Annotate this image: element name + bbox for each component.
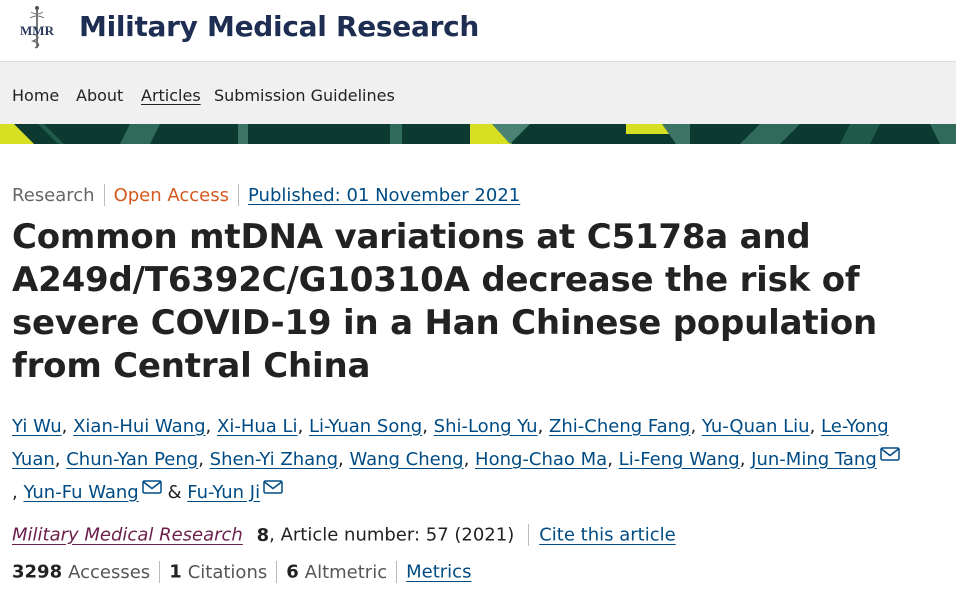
author-separator: , xyxy=(198,449,210,470)
nav-home[interactable]: Home xyxy=(12,86,60,105)
open-access-badge: Open Access xyxy=(113,184,229,206)
volume-number: 8 xyxy=(256,524,270,546)
accesses-label: Accesses xyxy=(68,561,151,583)
metrics-line: 3298 Accesses 1 Citations 6 Altmetric Metrics xyxy=(12,561,471,583)
author-link[interactable]: Chun-Yan Peng xyxy=(66,449,199,470)
author-link[interactable]: Li-Yuan Song xyxy=(309,416,423,437)
altmetric-label: Altmetric xyxy=(304,561,388,583)
article-type: Research xyxy=(12,184,95,206)
author-separator: , xyxy=(205,416,217,437)
article-title: Common mtDNA variations at C5178a and A2… xyxy=(12,217,878,386)
logo-text: MMR xyxy=(20,23,55,38)
author-link[interactable]: Wang Cheng xyxy=(349,449,464,470)
author-list: Yi Wu, Xian-Hui Wang, Xi-Hua Li, Li-Yuan… xyxy=(12,410,932,509)
author-link[interactable]: Yi Wu xyxy=(12,416,62,437)
nav-submission-guidelines[interactable]: Submission Guidelines xyxy=(214,86,395,105)
author-separator: , xyxy=(297,416,310,437)
author-separator: , xyxy=(690,416,702,437)
author-link[interactable]: Yun-Fu Wang xyxy=(23,482,139,503)
published-date-link[interactable]: Published: 01 November 2021 xyxy=(248,184,521,206)
journal-link[interactable]: Military Medical Research xyxy=(12,524,243,546)
author-link[interactable]: Xian-Hui Wang xyxy=(73,416,206,437)
author-link[interactable]: Zhi-Cheng Fang xyxy=(549,416,691,437)
article-meta: Research Open Access Published: 01 Novembe… xyxy=(12,184,520,206)
article-number-text: , Article number: 57 (2021) xyxy=(269,524,515,546)
author-separator: & xyxy=(161,482,188,503)
citation-line: Military Medical Research 8, Article num… xyxy=(12,524,676,546)
site-title[interactable]: Military Medical Research xyxy=(79,10,480,43)
nav-about[interactable]: About xyxy=(76,86,124,105)
divider xyxy=(528,524,530,546)
author-separator: , xyxy=(54,449,67,470)
accesses-count: 3298 xyxy=(12,561,63,583)
envelope-icon[interactable] xyxy=(880,447,900,461)
decorative-banner xyxy=(0,124,956,144)
author-link[interactable]: Jun-Ming Tang xyxy=(751,449,877,470)
author-separator: , xyxy=(338,449,350,470)
author-link[interactable]: Li-Feng Wang xyxy=(618,449,740,470)
author-separator: , xyxy=(12,482,24,503)
divider xyxy=(396,561,398,583)
author-link[interactable]: Hong-Chao Ma xyxy=(475,449,608,470)
author-separator: , xyxy=(607,449,619,470)
caduceus-logo-icon: MMR xyxy=(20,6,55,49)
site-header: MMR Military Medical Research xyxy=(0,0,956,62)
envelope-icon[interactable] xyxy=(141,480,162,494)
citations-label: Citations xyxy=(187,561,268,583)
author-link[interactable]: Fu-Yun Ji xyxy=(187,482,261,503)
pattern-graphic xyxy=(0,124,956,144)
author-separator: , xyxy=(463,449,476,470)
author-separator: , xyxy=(739,449,752,470)
citations-count: 1 xyxy=(169,561,182,583)
author-link[interactable]: Le-Yong Yuan xyxy=(12,416,889,470)
divider xyxy=(103,184,105,206)
main-nav: Home About Articles Submission Guideline… xyxy=(0,62,956,124)
author-separator: , xyxy=(537,416,550,437)
cite-this-article-link[interactable]: Cite this article xyxy=(539,524,676,546)
author-separator: , xyxy=(422,416,434,437)
nav-articles[interactable]: Articles xyxy=(141,86,201,105)
mmr-logo[interactable]: MMR xyxy=(12,4,62,50)
author-separator: , xyxy=(61,416,74,437)
author-link[interactable]: Xi-Hua Li xyxy=(217,416,298,437)
metrics-link[interactable]: Metrics xyxy=(406,561,472,583)
author-separator: , xyxy=(809,416,822,437)
author-link[interactable]: Shen-Yi Zhang xyxy=(209,449,338,470)
divider xyxy=(238,184,239,206)
envelope-icon[interactable] xyxy=(263,480,283,494)
divider xyxy=(159,561,161,583)
author-link[interactable]: Shi-Long Yu xyxy=(433,416,538,437)
divider xyxy=(276,561,278,583)
author-link[interactable]: Yu-Quan Liu xyxy=(701,416,810,437)
altmetric-count: 6 xyxy=(286,561,299,583)
